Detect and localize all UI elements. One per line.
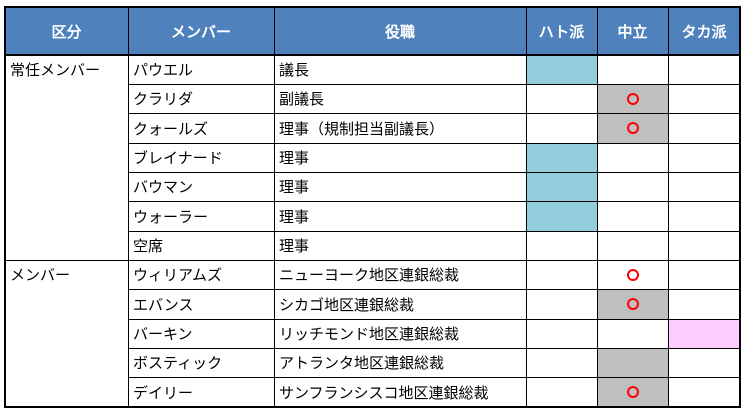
member-role: 理事 — [279, 149, 310, 168]
circle-mark-icon — [626, 298, 639, 311]
stance-cell-dove — [526, 114, 597, 143]
member-name: クォールズ — [133, 119, 209, 138]
stance-cell-dove — [526, 84, 597, 113]
header-role: 役職 — [274, 7, 526, 55]
stance-cell-dove — [526, 290, 597, 319]
stance-fill-neutral — [597, 348, 668, 378]
member-role: 議長 — [279, 61, 310, 80]
member-role: 理事 — [279, 237, 310, 256]
stance-fill-dove — [526, 172, 597, 202]
circle-mark-icon — [626, 122, 639, 135]
stance-cell-hawk — [668, 84, 740, 113]
category-label: 常任メンバー — [10, 61, 101, 80]
member-role: アトランタ地区連銀総裁 — [279, 354, 445, 373]
circle-mark-icon — [626, 268, 639, 281]
neutral-circle-mark — [597, 260, 668, 289]
member-name: バウマン — [133, 178, 194, 197]
member-role: ニューヨーク地区連銀総裁 — [279, 266, 460, 285]
stance-cell-neutral — [597, 143, 668, 172]
member-role: サンフランシスコ地区連銀総裁 — [279, 383, 489, 402]
member-role: 理事 — [279, 207, 310, 226]
stance-cell-dove — [526, 319, 597, 348]
stance-fill-dove — [526, 55, 597, 85]
stance-cell-neutral — [597, 172, 668, 201]
member-role: シカゴ地区連銀総裁 — [279, 295, 415, 314]
member-name: バーキン — [133, 325, 193, 344]
member-name: ブレイナード — [133, 149, 223, 168]
header-category: 区分 — [5, 7, 128, 55]
stance-cell-neutral — [597, 202, 668, 231]
member-name: デイリー — [133, 383, 194, 402]
stance-cell-neutral — [597, 319, 668, 348]
stance-fill-dove — [526, 201, 597, 231]
neutral-circle-mark — [597, 114, 668, 143]
stance-cell-dove — [526, 231, 597, 260]
stance-fill-dove — [526, 143, 597, 173]
member-name: パウエル — [133, 61, 194, 80]
member-role: 理事 — [279, 178, 310, 197]
member-name: ウォーラー — [133, 207, 209, 226]
stance-cell-hawk — [668, 260, 740, 289]
member-name: ボスティック — [133, 354, 223, 373]
category-label: メンバー — [10, 266, 71, 285]
stance-cell-hawk — [668, 143, 740, 172]
stance-fill-hawk — [668, 319, 740, 349]
member-role: 副議長 — [279, 90, 325, 109]
neutral-circle-mark — [597, 84, 668, 113]
stance-cell-hawk — [668, 55, 740, 84]
circle-mark-icon — [626, 92, 639, 105]
stance-cell-hawk — [668, 348, 740, 377]
circle-mark-icon — [626, 386, 639, 399]
header-neutral: 中立 — [597, 7, 668, 55]
header-member: メンバー — [128, 7, 274, 55]
stance-cell-hawk — [668, 231, 740, 260]
member-name: クラリダ — [133, 90, 194, 109]
stance-cell-hawk — [668, 290, 740, 319]
member-name: 空席 — [133, 237, 164, 256]
member-role: リッチモンド地区連銀総裁 — [279, 325, 460, 344]
neutral-circle-mark — [597, 290, 668, 319]
stance-cell-neutral — [597, 231, 668, 260]
header-hawk: タカ派 — [668, 7, 740, 55]
stance-cell-hawk — [668, 172, 740, 201]
stance-cell-dove — [526, 378, 597, 407]
stance-cell-neutral — [597, 55, 668, 84]
stance-cell-hawk — [668, 378, 740, 407]
header-dove: ハト派 — [526, 7, 597, 55]
member-role: 理事（規制担当副議長） — [279, 119, 445, 138]
member-name: ウィリアムズ — [133, 266, 222, 285]
stance-cell-hawk — [668, 202, 740, 231]
stance-cell-hawk — [668, 114, 740, 143]
neutral-circle-mark — [597, 378, 668, 407]
member-name: エバンス — [133, 295, 194, 314]
stance-cell-dove — [526, 348, 597, 377]
stance-cell-dove — [526, 260, 597, 289]
